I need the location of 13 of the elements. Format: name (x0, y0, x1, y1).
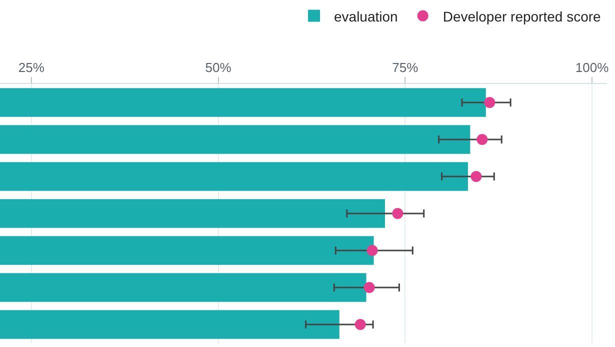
x-tick-label: 75% (392, 60, 419, 75)
x-tick-label: 50% (205, 60, 232, 75)
point (364, 282, 375, 293)
legend-label: Developer reported score (442, 8, 602, 24)
x-tick-label: 100% (575, 60, 610, 75)
point (484, 97, 496, 108)
x-tick-label: 25% (18, 60, 45, 75)
point (392, 208, 404, 219)
point (366, 245, 378, 256)
point (470, 171, 482, 182)
legend-label: evaluation (334, 8, 398, 24)
point (476, 134, 488, 145)
point (354, 319, 366, 330)
